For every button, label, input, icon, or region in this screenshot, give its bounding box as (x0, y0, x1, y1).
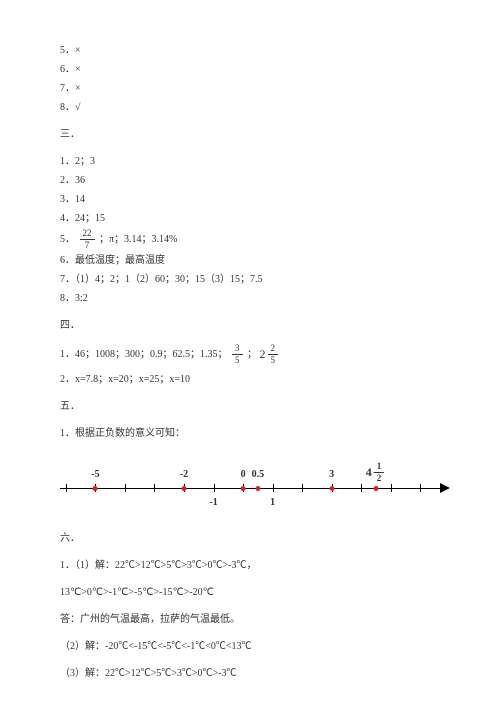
frac-num: 3 (232, 344, 243, 355)
nl-label: -1 (209, 494, 217, 511)
section-3-head: 三． (60, 126, 440, 143)
s4-a1-sep: ； (247, 349, 257, 360)
nl-point (182, 486, 187, 491)
s3-a8: 8．3:2 (60, 290, 440, 307)
nl-tick (214, 484, 215, 492)
s6-l1: 1．（1）解：22℃>12℃>5℃>3℃>0℃>-3℃， (60, 557, 440, 574)
s6-l4: （2）解：-20℃<-15℃<-5℃<-1℃<0℃<13℃ (60, 638, 440, 655)
mixed-2-2-5: 2 2 5 (260, 344, 281, 365)
frac-num: 2 (268, 344, 279, 355)
nl-tick (302, 484, 303, 492)
fraction-22-7: 22 7 (80, 229, 95, 250)
s6-l5: （3）解：22℃>12℃>5℃>3℃>0℃>-3℃ (60, 665, 440, 682)
nl-axis (60, 488, 445, 489)
section-6-head: 六． (60, 530, 440, 547)
s3-a7: 7．（1）4；2；1（2）60；30；15（3）15；7.5 (60, 271, 440, 288)
frac-den: 5 (268, 355, 279, 365)
mixed-frac: 2 5 (268, 344, 279, 365)
nl-point (93, 486, 98, 491)
s4-a2: 2．x=7.8；x=20；x=25；x=10 (60, 371, 440, 388)
nl-tick (420, 484, 421, 492)
mixed-whole: 2 (260, 344, 266, 364)
nl-point (329, 486, 334, 491)
nl-label: -2 (180, 466, 188, 483)
s3-a4: 4．24；15 (60, 210, 440, 227)
nl-point (373, 486, 378, 491)
nl-point (255, 486, 260, 491)
s3-a2: 2．36 (60, 172, 440, 189)
tf-7: 7．× (60, 80, 440, 97)
nl-label: 0.5 (252, 466, 265, 483)
section-5-head: 五． (60, 398, 440, 415)
nl-tick (391, 484, 392, 492)
s5-a1: 1．根据正负数的意义可知： (60, 425, 440, 442)
nl-tick (154, 484, 155, 492)
nl-tick (66, 484, 67, 492)
nl-tick (273, 484, 274, 492)
nl-label: -5 (91, 466, 99, 483)
s3-a6: 6．最低温度；最高温度 (60, 252, 440, 269)
frac-den: 5 (232, 355, 243, 365)
nl-label: 412 (366, 462, 387, 483)
s3-a5-prefix: 5． (60, 234, 75, 245)
nl-label: 3 (329, 466, 334, 483)
s4-a1-prefix: 1．46；1008；300；0.9；62.5；1.35； (60, 349, 228, 360)
nl-tick (125, 484, 126, 492)
s3-a1: 1．2；3 (60, 153, 440, 170)
tf-8: 8．√ (60, 99, 440, 116)
fraction-3-5: 3 5 (232, 344, 243, 365)
s3-a3: 3．14 (60, 191, 440, 208)
nl-arrow-icon (440, 483, 450, 493)
frac-num: 22 (80, 229, 95, 240)
number-line: -1 1 -5 -2 0 0.5 3 412 (50, 460, 450, 510)
tf-6: 6．× (60, 61, 440, 78)
s3-a5: 5． 22 7 ；π；3.14；3.14% (60, 229, 440, 250)
nl-tick (361, 484, 362, 492)
s6-l3: 答：广州的气温最高，拉萨的气温最低。 (60, 611, 440, 628)
tf-5: 5．× (60, 42, 440, 59)
s3-a5-tail: ；π；3.14；3.14% (99, 234, 177, 245)
frac-den: 7 (80, 240, 95, 250)
nl-label: 1 (270, 494, 275, 511)
nl-label: 0 (241, 466, 246, 483)
s4-a1: 1．46；1008；300；0.9；62.5；1.35； 3 5 ； 2 2 5 (60, 344, 440, 365)
nl-point (241, 486, 246, 491)
s6-l2: 13℃>0℃>-1℃>-5℃>-15℃>-20℃ (60, 584, 440, 601)
section-4-head: 四． (60, 317, 440, 334)
